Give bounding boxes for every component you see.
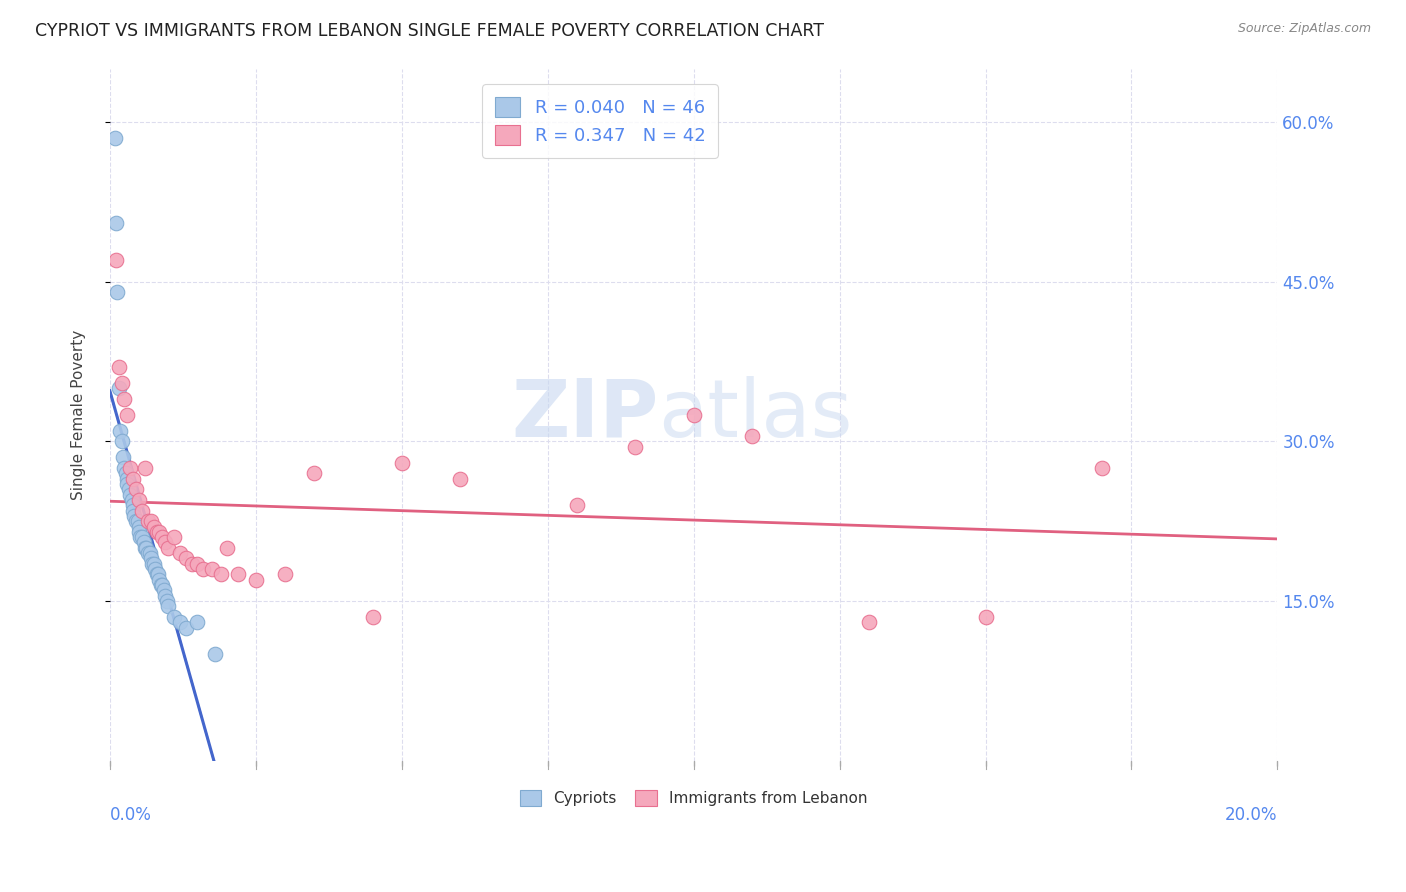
Point xyxy=(104,216,127,230)
Point xyxy=(107,359,129,374)
Point xyxy=(103,130,125,145)
Point xyxy=(146,567,169,582)
Point xyxy=(138,546,160,560)
Point xyxy=(131,503,153,517)
Point xyxy=(120,487,142,501)
Point xyxy=(142,519,165,533)
Point xyxy=(121,492,143,507)
Point xyxy=(114,461,136,475)
Point xyxy=(565,498,588,512)
Point xyxy=(391,456,413,470)
Point xyxy=(624,440,647,454)
Point xyxy=(134,541,156,555)
Point xyxy=(117,472,139,486)
Text: atlas: atlas xyxy=(658,376,853,454)
Point xyxy=(201,562,224,576)
Point xyxy=(125,482,148,496)
Point xyxy=(209,567,232,582)
Point xyxy=(132,535,155,549)
Point xyxy=(1091,461,1114,475)
Point xyxy=(141,557,163,571)
Point xyxy=(245,573,267,587)
Text: 20.0%: 20.0% xyxy=(1225,805,1278,824)
Point xyxy=(741,429,763,443)
Point xyxy=(156,594,179,608)
Point xyxy=(155,535,177,549)
Point xyxy=(124,508,146,523)
Point xyxy=(180,557,202,571)
Point xyxy=(127,514,149,528)
Point xyxy=(186,557,208,571)
Point xyxy=(129,530,152,544)
Point xyxy=(302,467,325,481)
Point xyxy=(148,524,170,539)
Point xyxy=(150,578,173,592)
Point xyxy=(122,472,145,486)
Point xyxy=(117,482,139,496)
Point xyxy=(150,578,173,592)
Point xyxy=(135,541,157,555)
Point xyxy=(120,461,142,475)
Point xyxy=(148,573,170,587)
Point xyxy=(274,567,297,582)
Point xyxy=(122,498,145,512)
Y-axis label: Single Female Poverty: Single Female Poverty xyxy=(72,329,86,500)
Point xyxy=(139,551,162,566)
Point xyxy=(128,492,150,507)
Point xyxy=(117,476,139,491)
Point xyxy=(131,530,153,544)
Point xyxy=(115,467,138,481)
Point xyxy=(361,610,384,624)
Point xyxy=(215,541,238,555)
Legend: Cypriots, Immigrants from Lebanon: Cypriots, Immigrants from Lebanon xyxy=(510,780,876,815)
Point xyxy=(110,434,132,449)
Point xyxy=(142,557,165,571)
Text: 0.0%: 0.0% xyxy=(110,805,152,824)
Point xyxy=(226,567,249,582)
Point xyxy=(111,450,134,465)
Text: CYPRIOT VS IMMIGRANTS FROM LEBANON SINGLE FEMALE POVERTY CORRELATION CHART: CYPRIOT VS IMMIGRANTS FROM LEBANON SINGL… xyxy=(35,22,824,40)
Point xyxy=(128,519,150,533)
Point xyxy=(858,615,880,630)
Point xyxy=(107,381,129,395)
Point xyxy=(117,408,139,422)
Point xyxy=(114,392,136,406)
Point xyxy=(204,648,226,662)
Point xyxy=(157,541,180,555)
Point xyxy=(110,376,132,390)
Point xyxy=(145,524,167,539)
Point xyxy=(163,530,186,544)
Point xyxy=(682,408,704,422)
Point xyxy=(186,615,208,630)
Point xyxy=(122,503,145,517)
Point xyxy=(157,599,180,614)
Text: Source: ZipAtlas.com: Source: ZipAtlas.com xyxy=(1237,22,1371,36)
Point xyxy=(152,583,174,598)
Point xyxy=(974,610,997,624)
Point xyxy=(110,424,132,438)
Point xyxy=(134,461,156,475)
Point xyxy=(136,546,159,560)
Point xyxy=(104,253,127,268)
Point xyxy=(145,567,167,582)
Point xyxy=(128,524,150,539)
Point xyxy=(193,562,215,576)
Point xyxy=(125,514,148,528)
Point xyxy=(163,610,186,624)
Point xyxy=(136,514,159,528)
Point xyxy=(169,615,191,630)
Point xyxy=(105,285,128,300)
Point xyxy=(169,546,191,560)
Point xyxy=(449,472,471,486)
Point xyxy=(139,514,162,528)
Point xyxy=(150,530,173,544)
Point xyxy=(145,562,167,576)
Point xyxy=(155,589,177,603)
Point xyxy=(174,551,197,566)
Text: ZIP: ZIP xyxy=(512,376,658,454)
Point xyxy=(174,621,197,635)
